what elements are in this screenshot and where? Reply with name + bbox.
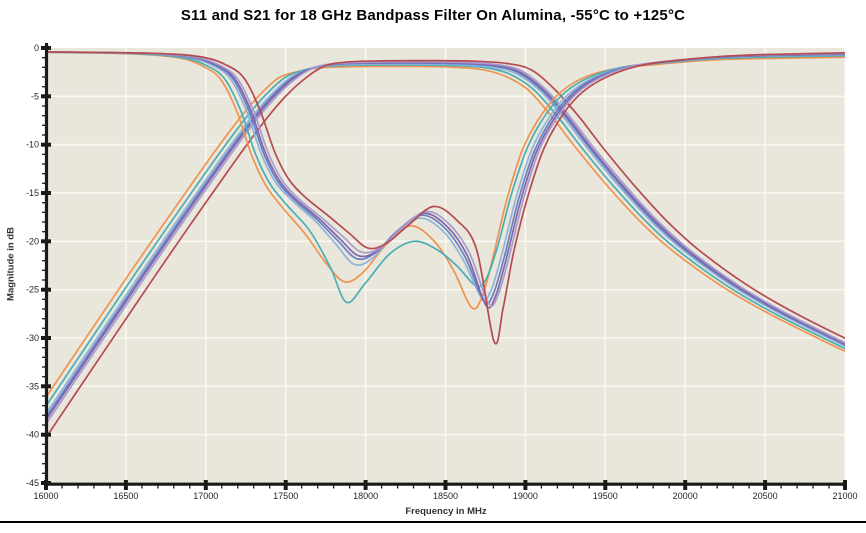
series-s21-s21-trace-6 xyxy=(46,60,845,425)
tick-labels: 16000 16500 17000 17500 18000 18500 19000 19500… xyxy=(26,43,858,501)
series-s11-s11-trace-5 xyxy=(46,51,845,309)
x-tick-label: 17000 xyxy=(193,491,218,501)
gridlines xyxy=(47,48,846,483)
series-s11-s11-trace-4 xyxy=(46,51,845,305)
y-tick-label: 0 xyxy=(34,43,39,53)
x-tick-label: 18000 xyxy=(353,491,378,501)
y-tick-label: -5 xyxy=(31,91,39,101)
y-tick-label: -10 xyxy=(26,140,39,150)
bottom-border-line xyxy=(0,521,866,523)
chart-title: S11 and S21 for 18 GHz Bandpass Filter O… xyxy=(180,7,686,24)
y-tick-label: -25 xyxy=(26,285,39,295)
y-tick-label: -35 xyxy=(26,381,39,391)
x-tick-label: 16000 xyxy=(33,491,58,501)
series-s21-s21-trace-3 xyxy=(46,63,845,415)
x-tick-label: 19500 xyxy=(593,491,618,501)
x-tick-label: 20500 xyxy=(753,491,778,501)
x-tick-label: 20000 xyxy=(673,491,698,501)
series-s11-s11-trace-6 xyxy=(46,51,845,307)
y-tick-label: -30 xyxy=(26,333,39,343)
x-axis-title: Frequency in MHz xyxy=(405,506,487,517)
x-tick-label: 17500 xyxy=(273,491,298,501)
x-tick-label: 21000 xyxy=(832,491,857,501)
series-s21-s21-trace-7 xyxy=(46,59,845,439)
y-tick-label: -40 xyxy=(26,430,39,440)
series-s21-s21-trace-2 xyxy=(46,64,845,407)
axis-ticks xyxy=(41,46,847,490)
x-tick-label: 19000 xyxy=(513,491,538,501)
y-tick-label: -15 xyxy=(26,188,39,198)
y-tick-label: -20 xyxy=(26,236,39,246)
trace-curves xyxy=(46,51,845,439)
series-s21-s21-trace-1 xyxy=(46,65,845,398)
x-tick-label: 18500 xyxy=(433,491,458,501)
series-s11-s11-trace-2 xyxy=(46,51,845,304)
series-s11-s11-trace-3 xyxy=(46,51,845,301)
x-tick-label: 16500 xyxy=(113,491,138,501)
y-tick-label: -45 xyxy=(26,478,39,488)
series-s11-s11-trace-7 xyxy=(46,51,845,345)
series-s11-s11-trace-1 xyxy=(46,51,845,310)
